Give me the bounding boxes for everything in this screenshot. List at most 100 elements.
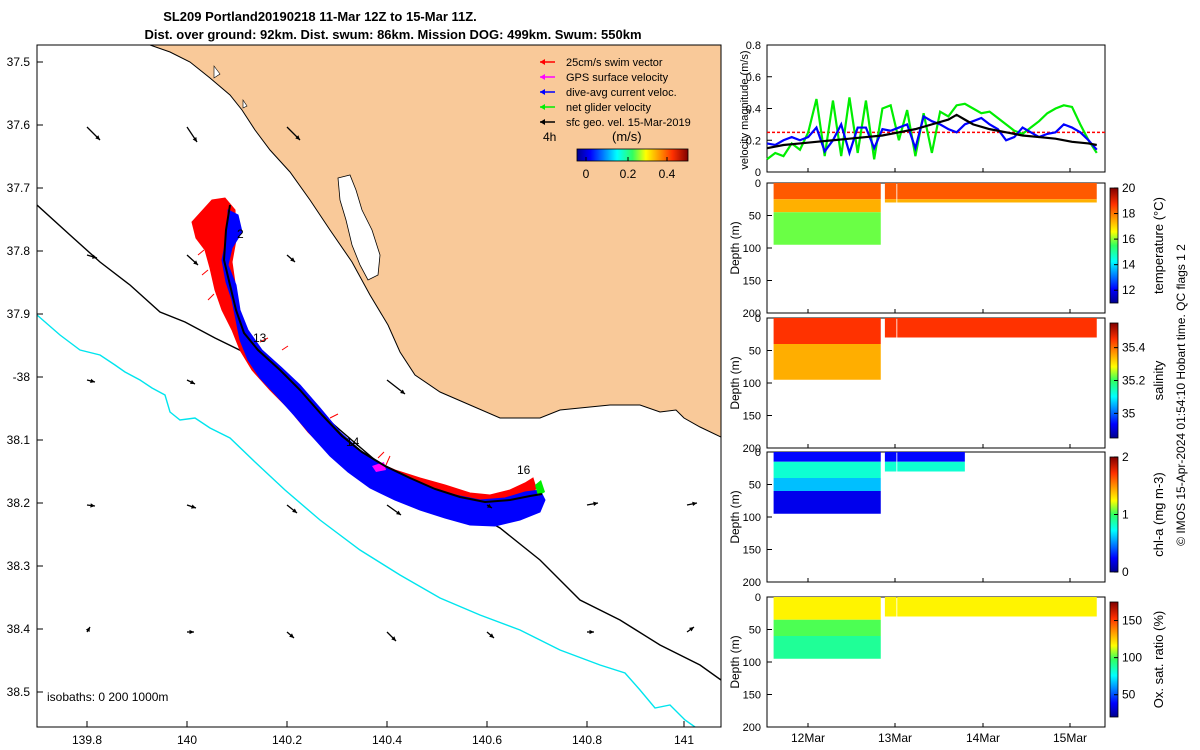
map-y-ticks: 37.5 37.6 37.7 37.8 37.9 -38 38.1 38.2 38.3 38.4 3… <box>7 55 43 699</box>
surface-geo-velocity-arrows <box>85 126 698 642</box>
profile-cell <box>897 183 1097 200</box>
map-x-tick-label: 141 <box>674 733 694 747</box>
legend-label: sfc geo. vel. 15-Mar-2019 <box>566 117 691 129</box>
profile-y-tick-label: 50 <box>749 211 761 223</box>
profile-y-tick-label: 0 <box>755 592 761 604</box>
profile-cell <box>884 597 897 617</box>
velocity-y-tick-label: 0.4 <box>746 104 761 116</box>
profile-cell <box>773 619 881 636</box>
profile-y-tick-label: 100 <box>743 243 761 255</box>
velocity-arrowhead <box>90 378 95 384</box>
figure-title-line2: Dist. over ground: 92km. Dist. swum: 86k… <box>144 27 641 42</box>
profile-colorbar-tick-label: 35 <box>1122 406 1136 420</box>
profile-y-tick-label: 150 <box>743 411 761 423</box>
profile-cell <box>773 597 881 620</box>
map-colorbar-ticks: 0 0.2 0.4 <box>583 157 676 181</box>
profile-cell <box>897 199 1097 203</box>
legend-arrowhead <box>540 119 545 125</box>
profile-cell <box>773 318 881 344</box>
profile-y-tick-label: 50 <box>749 480 761 492</box>
velocity-arrowhead <box>290 257 295 262</box>
map-y-tick-label: 37.7 <box>7 181 31 195</box>
day-label-14: 14 <box>346 435 360 449</box>
profile-colorbar-tick-label: 35.2 <box>1122 374 1146 388</box>
legend-label: net glider velocity <box>566 102 651 114</box>
map-legend: 25cm/s swim vector GPS surface velocity di… <box>540 57 691 129</box>
profile-colorbar-tick-label: 2 <box>1122 450 1129 464</box>
figure-title-line1: SL209 Portland20190218 11-Mar 12Z to 15-… <box>163 9 477 24</box>
profile-y-label: Depth (m) <box>728 490 742 543</box>
profile-cell <box>897 461 965 472</box>
island <box>337 174 381 281</box>
profile-colorbar <box>1109 187 1119 304</box>
profile-y-label: Depth (m) <box>728 356 742 409</box>
map-x-tick-label: 140.6 <box>472 733 502 747</box>
colorbar-tick-label: 0.2 <box>620 167 637 181</box>
net-velocity-mark <box>535 480 545 496</box>
profile-y-label: Depth (m) <box>728 635 742 688</box>
velocity-y-label: velocity magnitude (m/s) <box>739 50 751 169</box>
isobath-legend-label: isobaths: 0 200 1000m <box>47 690 168 704</box>
profile-colorbar-tick-label: 12 <box>1122 283 1136 297</box>
profile-y-tick-label: 0 <box>755 313 761 325</box>
map-y-tick-label: 38.3 <box>7 559 31 573</box>
profile-y-tick-label: 50 <box>749 625 761 637</box>
velocity-series-line <box>766 113 1097 150</box>
profile-cell <box>884 183 897 200</box>
velocity-y-tick-label: 0 <box>755 167 761 179</box>
profile-y-label: Depth (m) <box>728 221 742 274</box>
coastline <box>149 45 721 438</box>
profile-cell <box>884 461 897 472</box>
date-tick-label: 12Mar <box>791 731 825 745</box>
profile-cell <box>773 636 881 659</box>
profile-cell <box>884 199 897 203</box>
velocity-arrowhead <box>191 504 196 509</box>
velocity-arrowhead <box>289 633 294 638</box>
legend-label: GPS surface velocity <box>566 72 669 84</box>
profile-colorbar-tick-label: 20 <box>1122 181 1136 195</box>
profile-y-tick-label: 200 <box>743 722 761 734</box>
map-x-tick-label: 140.8 <box>572 733 602 747</box>
profile-cell <box>897 597 1097 617</box>
profile-cell <box>773 344 881 380</box>
current-velocity-band <box>221 209 546 527</box>
map-panel: 2 13 14 16 isobaths: 0 200 1000m 25cm/s … <box>7 44 722 747</box>
profile-y-tick-label: 200 <box>743 308 761 320</box>
profile-cell <box>773 199 881 213</box>
profile-colorbar-tick-label: 16 <box>1122 232 1136 246</box>
velocity-arrowhead <box>193 260 198 265</box>
profile-cell <box>897 318 1097 338</box>
velocity-arrowhead <box>189 629 194 635</box>
profile-colorbar-tick-label: 150 <box>1122 614 1142 628</box>
profile-y-tick-label: 200 <box>743 443 761 455</box>
profile-colorbar-label: chl-a (mg m-3) <box>1151 472 1166 557</box>
velocity-arrowhead <box>400 389 405 394</box>
profile-colorbar-tick-label: 1 <box>1122 508 1129 522</box>
map-x-tick-label: 140.4 <box>372 733 402 747</box>
profile-colorbar-tick-label: 0 <box>1122 565 1129 579</box>
profile-colorbar-tick-label: 100 <box>1122 651 1142 665</box>
map-y-tick-label: 38.5 <box>7 685 31 699</box>
day-label-2: 2 <box>237 227 244 241</box>
colorbar-unit-label: (m/s) <box>612 129 642 144</box>
velocity-arrowhead <box>95 135 100 140</box>
velocity-y-tick-label: 0.8 <box>746 40 761 52</box>
velocity-y-tick-label: 0.2 <box>746 135 761 147</box>
velocity-arrowhead <box>487 503 492 508</box>
profile-colorbar-tick-label: 35.4 <box>1122 341 1146 355</box>
glider-trajectory <box>222 204 543 504</box>
velocity-arrowhead <box>692 501 697 507</box>
date-tick-label: 13Mar <box>878 731 912 745</box>
date-tick-label: 15Mar <box>1053 731 1087 745</box>
velocity-arrowhead <box>85 627 90 632</box>
legend-label: 25cm/s swim vector <box>566 57 663 69</box>
profile-y-tick-label: 100 <box>743 378 761 390</box>
map-y-tick-label: 37.6 <box>7 118 31 132</box>
legend-label: dive-avg current veloc. <box>566 87 677 99</box>
velocity-arrowhead <box>689 627 694 632</box>
map-x-tick-label: 139.8 <box>72 733 102 747</box>
colorbar-tick-label: 0 <box>583 167 590 181</box>
day-label-16: 16 <box>517 463 531 477</box>
